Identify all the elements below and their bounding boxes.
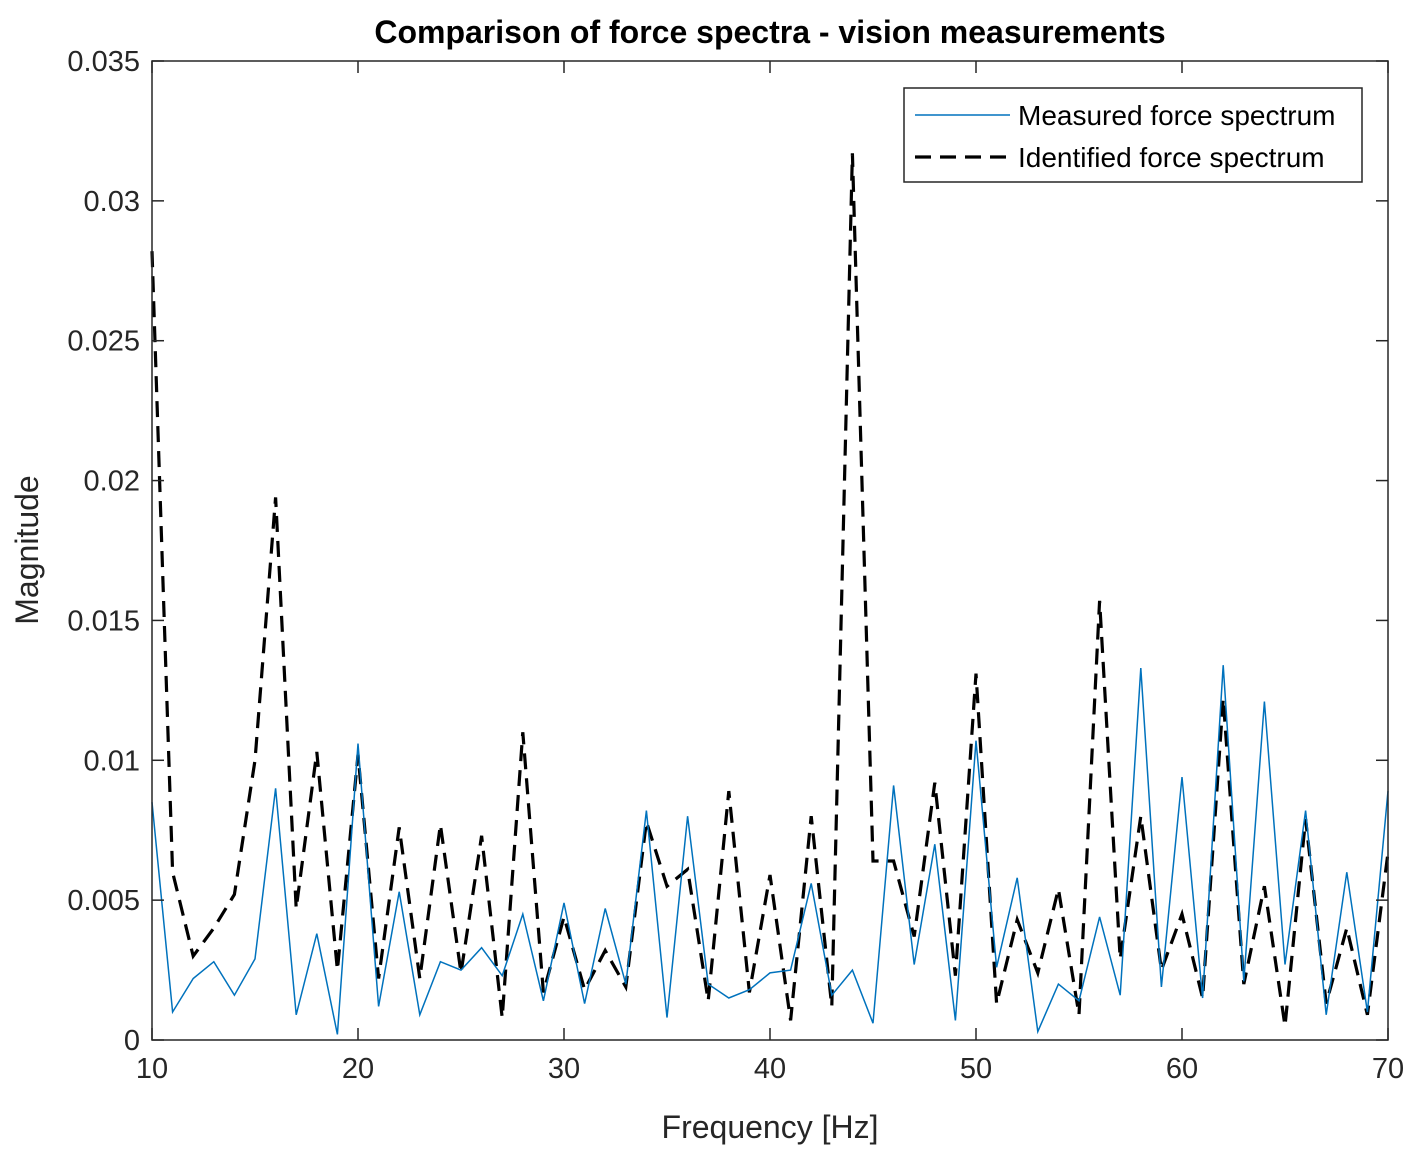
- series-line-identified: [150, 153, 1390, 1027]
- legend-box: [903, 87, 1363, 183]
- legend-label-identified: Identified force spectrum: [1018, 142, 1325, 173]
- x-axis-title: Frequency [Hz]: [662, 1109, 879, 1145]
- y-axis-title: Magnitude: [9, 475, 45, 624]
- x-axis: 10 20 30 40 50 60 70: [136, 61, 1404, 1085]
- x-tick-label: 20: [342, 1053, 374, 1085]
- plot-area: [152, 61, 1388, 1040]
- y-tick-label: 0.015: [67, 605, 140, 637]
- x-tick-label: 70: [1372, 1053, 1404, 1085]
- y-tick-label: 0.03: [84, 186, 140, 218]
- x-tick-label: 10: [136, 1053, 168, 1085]
- y-tick-label: 0.01: [84, 745, 140, 777]
- y-axis: 0 0.005 0.01 0.015 0.02 0.025 0.03 0.035: [67, 46, 1388, 1057]
- series-line-measured: [151, 665, 1389, 1035]
- x-tick-label: 60: [1166, 1053, 1198, 1085]
- y-tick-label: 0.005: [67, 885, 140, 917]
- y-tick-label: 0.025: [67, 326, 140, 358]
- y-tick-label: 0: [124, 1025, 140, 1057]
- y-tick-label: 0.02: [84, 466, 140, 498]
- legend-label-measured: Measured force spectrum: [1018, 100, 1335, 131]
- series-layer: [150, 153, 1390, 1035]
- legend: Measured force spectrum Identified force…: [903, 87, 1363, 183]
- x-tick-label: 40: [754, 1053, 786, 1085]
- y-tick-label: 0.035: [67, 46, 140, 78]
- x-tick-label: 30: [548, 1053, 580, 1085]
- x-tick-label: 50: [960, 1053, 992, 1085]
- chart-title: Comparison of force spectra - vision mea…: [374, 14, 1165, 50]
